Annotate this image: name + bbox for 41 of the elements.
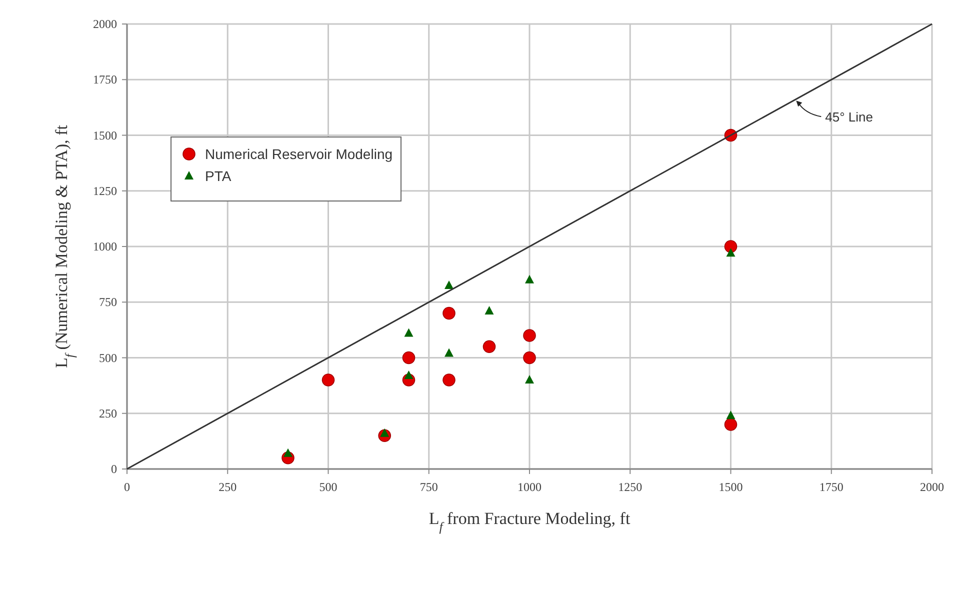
point [442, 306, 456, 320]
legend-label: Numerical Reservoir Modeling [205, 146, 393, 162]
point [726, 410, 736, 420]
point [404, 370, 414, 380]
y-tick-label: 250 [99, 406, 117, 420]
x-tick-label: 1500 [718, 480, 743, 494]
point [523, 351, 536, 364]
y-tick-label: 1000 [93, 240, 117, 254]
point [482, 340, 496, 354]
point [484, 306, 494, 315]
point [404, 328, 414, 337]
point [322, 374, 335, 386]
y-tick-label: 1750 [93, 72, 117, 87]
point [724, 240, 738, 253]
x-tick-label: 1750 [819, 480, 844, 494]
x-tick-label: 1000 [518, 480, 542, 494]
x-tick-label: 250 [218, 480, 237, 494]
point [724, 418, 738, 431]
point [444, 280, 454, 289]
y-tick-label: 1250 [93, 184, 117, 198]
point [726, 248, 736, 257]
x-tick-label: 2000 [920, 480, 944, 494]
y-tick-label: 2000 [93, 17, 117, 31]
y-tick-label: 0 [111, 462, 117, 476]
y-tick-label: 750 [99, 295, 117, 310]
point [442, 374, 456, 386]
point [525, 274, 534, 284]
point [284, 448, 292, 457]
x-tick-label: 500 [319, 480, 338, 494]
point [402, 351, 416, 364]
y-tick-label: 1500 [93, 128, 117, 142]
point [444, 348, 454, 357]
legend-label: PTA [205, 168, 232, 184]
point [525, 375, 534, 384]
x-axis-title: L$_{f}$ from Fracture Modeling, ft [428, 509, 630, 534]
x-tick-label: 0 [124, 480, 130, 494]
point [523, 329, 536, 342]
x-tick-label: 750 [420, 480, 438, 494]
series-label: 45° Line [825, 110, 874, 125]
x-tick-label: 1250 [618, 480, 642, 494]
y-tick-label: 500 [99, 350, 117, 365]
